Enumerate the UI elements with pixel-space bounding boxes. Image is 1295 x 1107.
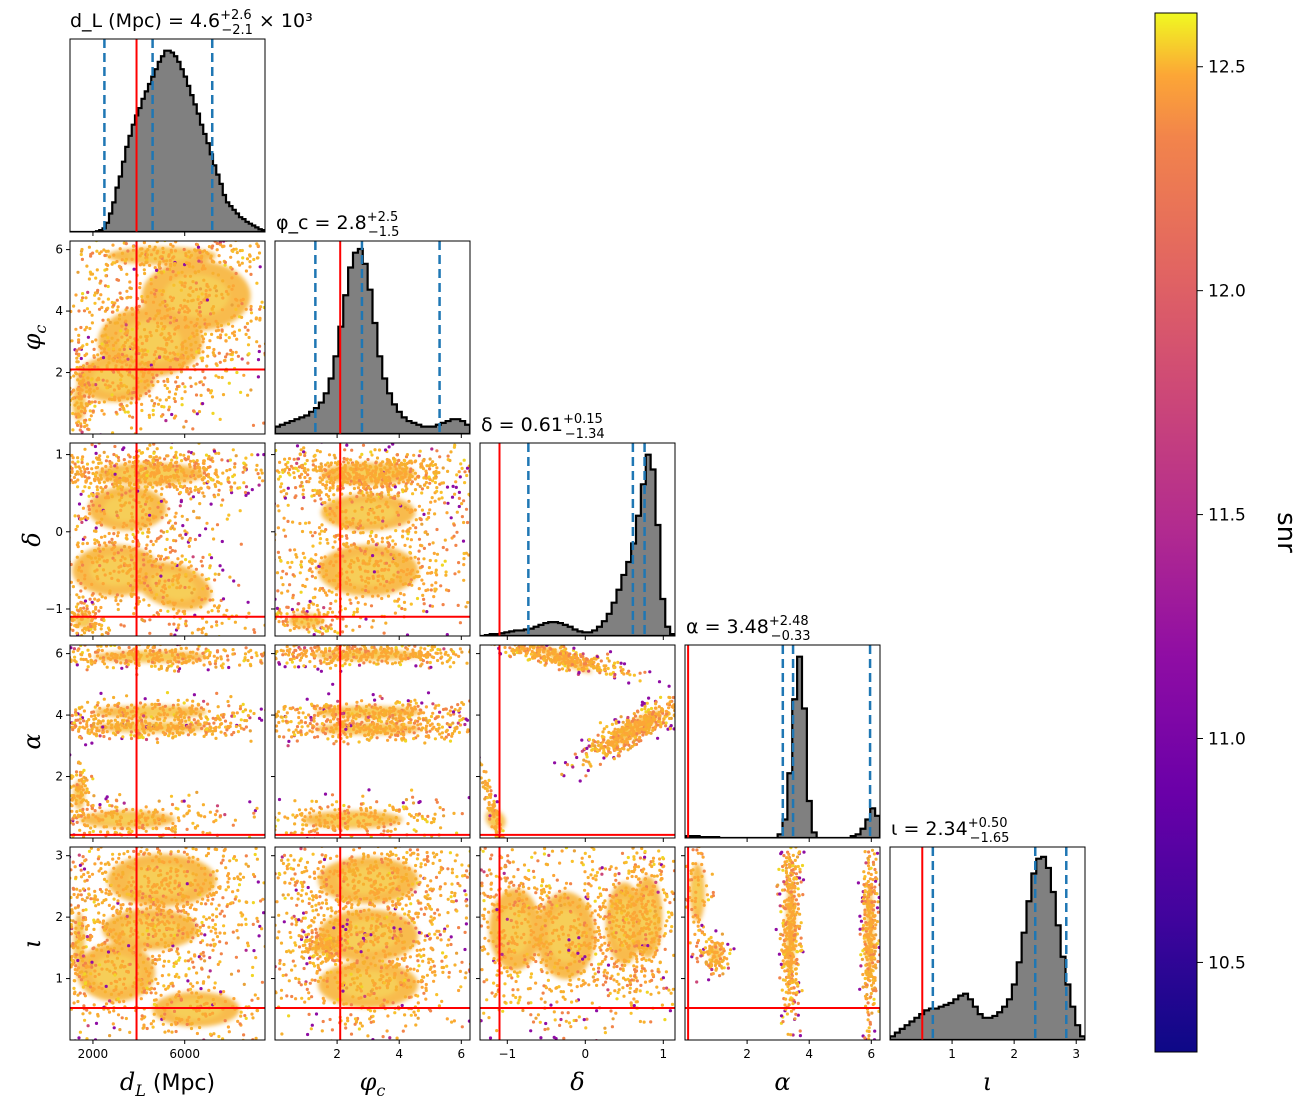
title-iota: ι = 2.34+0.50 −1.65: [891, 816, 1009, 846]
x-tick-label-phic: 6: [457, 1047, 465, 1061]
hist-bars-dL: [70, 49, 265, 232]
histogram-dL: [69, 38, 266, 236]
y-tick-label-iota: 2: [55, 910, 63, 924]
x-axis-label-alpha: α: [774, 1068, 790, 1096]
scatter-dL-phic: [66, 240, 266, 438]
x-tick-label-dL: 2000: [78, 1047, 109, 1061]
scatter-delta-iota: [476, 846, 676, 1044]
panel-frame: [274, 240, 471, 435]
y-tick-label-phic: 6: [55, 243, 63, 257]
colorbar-tick-label: 12.5: [1208, 58, 1246, 78]
colorbar-tick-label: 10.5: [1208, 953, 1246, 973]
title-delta: δ = 0.61+0.15 −1.34: [481, 412, 605, 442]
histogram-alpha: [684, 644, 881, 842]
y-axis-label-phic: φc: [18, 325, 50, 351]
y-tick-label-delta: 0: [55, 525, 63, 539]
x-tick-label-phic: 2: [333, 1047, 341, 1061]
y-tick-label-iota: 1: [55, 972, 63, 986]
panel-frame: [274, 644, 471, 839]
scatter-dL-alpha: [66, 644, 266, 842]
x-tick-label-alpha: 4: [805, 1047, 813, 1061]
x-axis-label-dL: dL (Mpc): [120, 1068, 215, 1100]
colorbar-tick-label: 11.5: [1208, 506, 1246, 526]
x-tick-label-dL: 6000: [169, 1047, 200, 1061]
y-axis-label-delta: δ: [18, 532, 46, 546]
y-tick-label-alpha: 4: [55, 708, 63, 722]
y-tick-label-phic: 2: [55, 366, 63, 380]
x-tick-label-iota: 2: [1010, 1047, 1018, 1061]
x-tick-label-delta: −1: [498, 1047, 516, 1061]
panel-frame: [69, 644, 266, 839]
x-tick-label-alpha: 2: [743, 1047, 751, 1061]
x-tick-label-phic: 4: [395, 1047, 403, 1061]
scatter-points-delta-iota: [480, 847, 675, 1040]
y-axis-label-iota: ι: [18, 939, 46, 948]
x-tick-label-delta: 0: [581, 1047, 589, 1061]
title-dL: d_L (Mpc) = 4.6+2.6 −2.1 × 10³: [70, 8, 313, 38]
scatter-points-phic-iota: [275, 847, 470, 1040]
x-tick-label-iota: 3: [1072, 1047, 1080, 1061]
y-tick-label-alpha: 6: [55, 647, 63, 661]
histogram-delta: [479, 442, 676, 640]
y-axis-label-alpha: α: [18, 733, 46, 749]
colorbar-gradient: [1154, 12, 1198, 1053]
scatter-points-delta-alpha: [480, 645, 675, 838]
x-axis-label-delta: δ: [570, 1068, 584, 1096]
panel-frame: [274, 442, 471, 637]
hist-bars-delta: [480, 453, 675, 636]
x-tick-label-alpha: 6: [867, 1047, 875, 1061]
x-axis-label-iota: ι: [983, 1068, 992, 1096]
panel-frame: [479, 442, 676, 637]
scatter-dL-iota: [66, 846, 266, 1044]
scatter-delta-alpha: [476, 644, 676, 842]
hist-bars-alpha: [685, 655, 880, 838]
y-tick-label-delta: −1: [45, 602, 63, 616]
scatter-points-dL-alpha: [70, 645, 265, 838]
scatter-points-phic-alpha: [275, 645, 470, 838]
panel-frame: [69, 846, 266, 1041]
scatter-points-phic-delta: [275, 443, 470, 636]
y-tick-label-phic: 4: [55, 304, 63, 318]
scatter-points-dL-phic: [70, 241, 265, 434]
panel-frame: [274, 846, 471, 1041]
scatter-points-alpha-iota: [685, 847, 880, 1040]
title-phic: φ_c = 2.8+2.5 −1.5: [276, 210, 399, 240]
colorbar-tick-label: 12.0: [1208, 282, 1246, 302]
colorbar: [1154, 12, 1203, 1053]
x-tick-label-delta: 1: [659, 1047, 667, 1061]
panel-frame: [684, 846, 881, 1041]
x-tick-label-iota: 1: [948, 1047, 956, 1061]
title-alpha: α = 3.48+2.48 −0.33: [686, 614, 811, 644]
y-tick-label-delta: 1: [55, 448, 63, 462]
y-tick-label-alpha: 2: [55, 770, 63, 784]
scatter-dL-delta: [66, 442, 266, 640]
scatter-alpha-iota: [681, 846, 881, 1044]
x-axis-label-phic: φc: [360, 1068, 386, 1100]
y-tick-label-iota: 3: [55, 849, 63, 863]
panel-frame: [479, 846, 676, 1041]
histogram-phic: [274, 240, 471, 438]
histogram-iota: [889, 846, 1086, 1044]
scatter-phic-alpha: [271, 644, 471, 842]
panel-frame: [479, 644, 676, 839]
panel-frame: [69, 442, 266, 637]
scatter-phic-iota: [271, 846, 471, 1044]
hist-bars-iota: [890, 855, 1085, 1040]
panel-frame: [69, 240, 266, 435]
panel-frame: [889, 846, 1086, 1041]
panel-frame: [69, 38, 266, 233]
panel-frame: [684, 644, 881, 839]
scatter-phic-delta: [271, 442, 471, 640]
colorbar-tick-label: 11.0: [1208, 730, 1246, 750]
colorbar-label: snr: [1271, 512, 1295, 553]
